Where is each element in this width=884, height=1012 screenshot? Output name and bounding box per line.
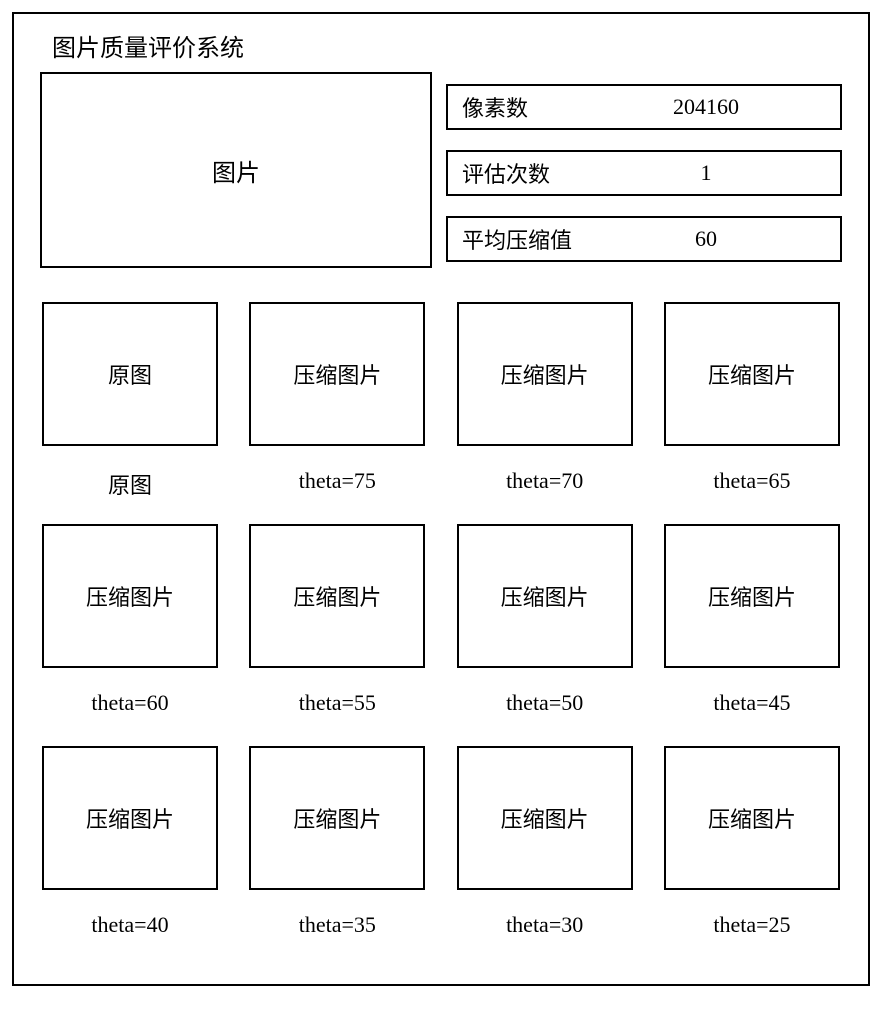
metric-value: 204160 xyxy=(612,94,840,120)
thumb-cell: 压缩图片 theta=70 xyxy=(457,302,633,524)
thumb-cell: 压缩图片 theta=40 xyxy=(42,746,218,968)
main-panel: 图片质量评价系统 图片 像素数 204160 评估次数 1 平均压缩值 60 原… xyxy=(12,12,870,986)
thumb-box: 原图 xyxy=(42,302,218,446)
thumb-box-label: 原图 xyxy=(108,358,152,390)
thumb-box: 压缩图片 xyxy=(664,524,840,668)
metrics-column: 像素数 204160 评估次数 1 平均压缩值 60 xyxy=(446,72,842,272)
thumbnail-grid: 原图 原图 压缩图片 theta=75 压缩图片 theta=70 压缩图片 t… xyxy=(42,302,840,968)
thumb-cell: 压缩图片 theta=50 xyxy=(457,524,633,746)
grid-row: 压缩图片 theta=40 压缩图片 theta=35 压缩图片 theta=3… xyxy=(42,746,840,968)
thumb-caption: theta=25 xyxy=(713,912,790,938)
thumb-box-label: 压缩图片 xyxy=(293,580,381,612)
metric-label: 平均压缩值 xyxy=(462,223,612,255)
metric-value: 60 xyxy=(612,226,840,252)
thumb-cell: 压缩图片 theta=60 xyxy=(42,524,218,746)
top-section: 图片 像素数 204160 评估次数 1 平均压缩值 60 xyxy=(40,72,842,272)
main-image-label: 图片 xyxy=(212,153,260,188)
thumb-caption: theta=70 xyxy=(506,468,583,494)
main-image-placeholder: 图片 xyxy=(40,72,432,268)
metric-label: 像素数 xyxy=(462,91,612,123)
thumb-cell: 压缩图片 theta=75 xyxy=(249,302,425,524)
thumb-box-label: 压缩图片 xyxy=(293,358,381,390)
thumb-cell-original: 原图 原图 xyxy=(42,302,218,524)
thumb-cell: 压缩图片 theta=45 xyxy=(664,524,840,746)
thumb-box: 压缩图片 xyxy=(249,302,425,446)
thumb-box: 压缩图片 xyxy=(42,746,218,890)
thumb-cell: 压缩图片 theta=30 xyxy=(457,746,633,968)
thumb-box: 压缩图片 xyxy=(249,524,425,668)
thumb-box: 压缩图片 xyxy=(249,746,425,890)
thumb-caption: theta=35 xyxy=(299,912,376,938)
thumb-caption: theta=55 xyxy=(299,690,376,716)
grid-row: 原图 原图 压缩图片 theta=75 压缩图片 theta=70 压缩图片 t… xyxy=(42,302,840,524)
thumb-cell: 压缩图片 theta=65 xyxy=(664,302,840,524)
thumb-caption: theta=45 xyxy=(713,690,790,716)
thumb-box: 压缩图片 xyxy=(457,302,633,446)
thumb-caption: theta=60 xyxy=(91,690,168,716)
thumb-box-label: 压缩图片 xyxy=(86,802,174,834)
thumb-box-label: 压缩图片 xyxy=(86,580,174,612)
thumb-box-label: 压缩图片 xyxy=(293,802,381,834)
thumb-box-label: 压缩图片 xyxy=(501,802,589,834)
thumb-box: 压缩图片 xyxy=(664,302,840,446)
thumb-cell: 压缩图片 theta=35 xyxy=(249,746,425,968)
thumb-box-label: 压缩图片 xyxy=(501,358,589,390)
thumb-caption: theta=50 xyxy=(506,690,583,716)
metric-eval-count: 评估次数 1 xyxy=(446,150,842,196)
thumb-caption: theta=40 xyxy=(91,912,168,938)
thumb-box-label: 压缩图片 xyxy=(708,580,796,612)
thumb-box: 压缩图片 xyxy=(664,746,840,890)
metric-value: 1 xyxy=(612,160,840,186)
thumb-cell: 压缩图片 theta=25 xyxy=(664,746,840,968)
metric-label: 评估次数 xyxy=(462,157,612,189)
metric-avg-compression: 平均压缩值 60 xyxy=(446,216,842,262)
thumb-caption: theta=65 xyxy=(713,468,790,494)
metric-pixel-count: 像素数 204160 xyxy=(446,84,842,130)
thumb-box-label: 压缩图片 xyxy=(708,802,796,834)
thumb-box: 压缩图片 xyxy=(457,746,633,890)
thumb-box-label: 压缩图片 xyxy=(501,580,589,612)
thumb-cell: 压缩图片 theta=55 xyxy=(249,524,425,746)
thumb-box: 压缩图片 xyxy=(457,524,633,668)
grid-row: 压缩图片 theta=60 压缩图片 theta=55 压缩图片 theta=5… xyxy=(42,524,840,746)
page-title: 图片质量评价系统 xyxy=(52,28,244,63)
thumb-caption: 原图 xyxy=(108,468,152,500)
thumb-box: 压缩图片 xyxy=(42,524,218,668)
thumb-caption: theta=30 xyxy=(506,912,583,938)
thumb-caption: theta=75 xyxy=(299,468,376,494)
thumb-box-label: 压缩图片 xyxy=(708,358,796,390)
